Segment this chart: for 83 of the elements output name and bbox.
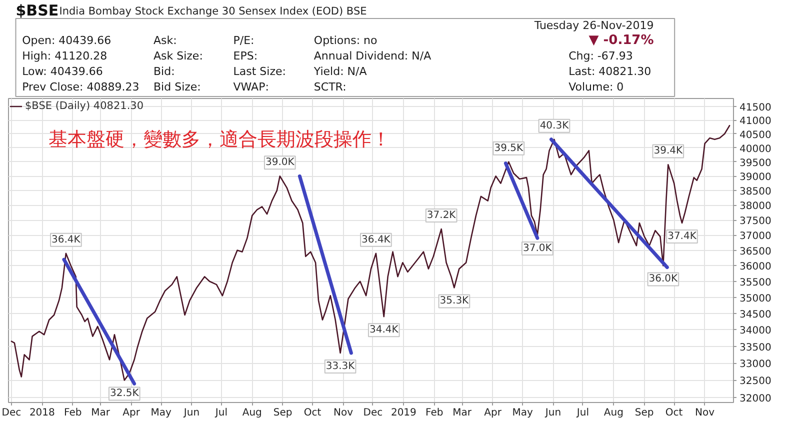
x-tick-label: Apr xyxy=(484,408,502,418)
x-tick-label: May xyxy=(150,408,172,418)
annotation: 37.2K xyxy=(426,210,456,222)
text: SCTR: xyxy=(314,80,346,94)
text: Options: no xyxy=(314,34,378,47)
chart-subtitle: India Bombay Stock Exchange 30 Sensex Index (EOD) BSE xyxy=(59,6,367,18)
y-tick-label: 32500 xyxy=(740,376,772,388)
y-tick-label: 41500 xyxy=(740,102,772,114)
text: EPS: xyxy=(233,50,258,62)
y-tick-label: 41000 xyxy=(740,116,772,128)
y-tick-label: 32000 xyxy=(740,394,772,405)
text: Low: 40439.66 xyxy=(22,65,103,78)
text: P/E: xyxy=(233,34,254,47)
x-tick-label: Aug xyxy=(242,408,262,418)
annotation: 33.3K xyxy=(326,361,356,372)
x-tick-label: Jul xyxy=(576,408,589,418)
y-tick-label: 40500 xyxy=(740,130,772,141)
annotation: 37.0K xyxy=(522,243,552,254)
y-tick-label: 36500 xyxy=(740,246,772,258)
x-tick-label: Sep xyxy=(634,408,654,418)
x-tick-label: Sep xyxy=(273,408,292,418)
annotation: 36.4K xyxy=(362,234,391,246)
annotation: 34.4K xyxy=(369,324,399,336)
x-tick-label: Mar xyxy=(452,408,472,418)
text: Open: 40439.66 xyxy=(22,34,112,47)
y-tick-label: 35000 xyxy=(740,293,772,304)
x-tick-label: Aug xyxy=(604,408,624,418)
x-tick-label: Jun xyxy=(544,408,562,418)
y-tick-label: 36000 xyxy=(740,262,772,273)
annotation: 37.4K xyxy=(668,231,697,242)
y-tick-label: 39500 xyxy=(740,158,772,169)
annotation: 39.4K xyxy=(654,146,683,157)
text: Ask: xyxy=(154,34,177,47)
x-tick-label: Oct xyxy=(665,408,683,418)
y-tick-label: 39000 xyxy=(740,172,772,184)
x-tick-label: Nov xyxy=(695,408,715,418)
text: Volume: 0 xyxy=(568,80,624,94)
annotation: 36.0K xyxy=(648,274,678,285)
x-tick-label: Mar xyxy=(91,408,111,418)
annotation: 39.5K xyxy=(494,142,524,154)
y-tick-label: 38500 xyxy=(740,186,772,198)
y-tick-label: 37500 xyxy=(740,216,772,228)
text: Last Size: xyxy=(233,65,286,78)
x-tick-label: Jun xyxy=(182,408,200,418)
y-tick-label: 38000 xyxy=(740,201,772,212)
x-tick-label: 2018 xyxy=(29,408,55,418)
annotation: 40.3K xyxy=(540,120,570,132)
text: High: 41120.28 xyxy=(22,50,108,62)
x-tick-label: Feb xyxy=(64,408,82,418)
annotation: 39.0K xyxy=(265,157,295,168)
chart-title: $BSE xyxy=(16,2,59,20)
text: Bid Size: xyxy=(154,80,201,94)
text: ▼ -0.17% xyxy=(588,33,654,48)
text: Annual Dividend: N/A xyxy=(314,50,432,62)
x-tick-label: Oct xyxy=(304,408,322,418)
y-tick-label: 34000 xyxy=(740,326,772,337)
x-tick-label: Nov xyxy=(334,408,354,418)
annotation: 32.5K xyxy=(110,388,140,400)
y-tick-label: 34500 xyxy=(740,309,772,320)
y-tick-label: 33500 xyxy=(740,342,772,354)
x-tick-label: Feb xyxy=(426,408,444,418)
text: Bid: xyxy=(154,65,175,78)
x-tick-label: Jul xyxy=(214,408,228,418)
text: Ask Size: xyxy=(154,50,203,62)
annotation: 36.4K xyxy=(52,234,81,246)
text: Yield: N/A xyxy=(312,65,368,78)
text: VWAP: xyxy=(233,80,269,94)
y-tick-label: 40000 xyxy=(740,144,772,155)
y-tick-label: 37000 xyxy=(740,231,772,242)
text: Last: 40821.30 xyxy=(568,65,652,78)
text: Prev Close: 40889.23 xyxy=(22,80,140,94)
x-tick-label: Apr xyxy=(122,408,141,418)
text: Chg: -67.93 xyxy=(568,50,633,62)
x-tick-label: Dec xyxy=(363,408,383,418)
x-tick-label: May xyxy=(512,408,533,418)
x-tick-label: 2019 xyxy=(390,408,416,418)
annotation: 基本盤硬，變數多，適合長期波段操作！ xyxy=(48,128,390,150)
annotation: 35.3K xyxy=(440,296,470,307)
y-tick-label: 33000 xyxy=(740,359,772,370)
y-tick-label: 35500 xyxy=(740,277,772,288)
legend-label: $BSE (Daily) 40821.30 xyxy=(25,100,144,112)
text: Tuesday 26-Nov-2019 xyxy=(533,19,654,32)
x-tick-label: Dec xyxy=(2,408,22,418)
